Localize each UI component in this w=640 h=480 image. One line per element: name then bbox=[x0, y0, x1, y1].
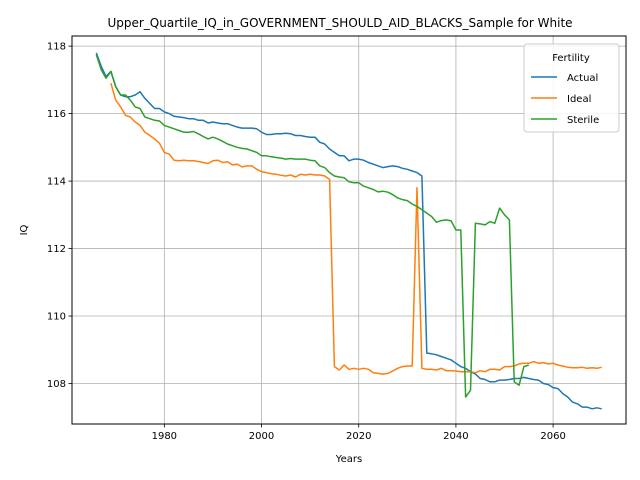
legend: Fertility Actual Ideal Sterile bbox=[523, 43, 620, 133]
chart-title: Upper_Quartile_IQ_in_GOVERNMENT_SHOULD_A… bbox=[107, 16, 572, 30]
axis-ticks: 1980 2000 2020 2040 2060 108 110 112 114 116 118 bbox=[47, 42, 566, 442]
x-tick-label: 2060 bbox=[540, 431, 565, 442]
y-tick-label: 110 bbox=[47, 312, 66, 323]
series-line-ideal bbox=[110, 82, 602, 375]
y-tick-label: 118 bbox=[47, 42, 66, 53]
series-line-actual bbox=[95, 52, 602, 410]
x-tick-label: 2020 bbox=[346, 431, 371, 442]
x-tick-label: 1980 bbox=[152, 431, 177, 442]
y-tick-label: 114 bbox=[47, 177, 66, 188]
plot-frame bbox=[71, 35, 627, 425]
series-line-sterile bbox=[95, 54, 530, 398]
x-tick-label: 2040 bbox=[443, 431, 468, 442]
series-lines bbox=[95, 52, 602, 410]
x-axis-label: Years bbox=[335, 454, 362, 465]
x-tick-label: 2000 bbox=[249, 431, 274, 442]
legend-label-actual: Actual bbox=[567, 73, 598, 84]
legend-label-ideal: Ideal bbox=[567, 94, 591, 105]
y-axis-label: IQ bbox=[19, 224, 30, 235]
y-tick-label: 116 bbox=[47, 109, 66, 120]
legend-label-sterile: Sterile bbox=[567, 115, 599, 126]
legend-title: Fertility bbox=[552, 53, 590, 64]
y-tick-label: 108 bbox=[47, 379, 66, 390]
y-tick-label: 112 bbox=[47, 244, 66, 255]
legend-box bbox=[523, 43, 620, 133]
